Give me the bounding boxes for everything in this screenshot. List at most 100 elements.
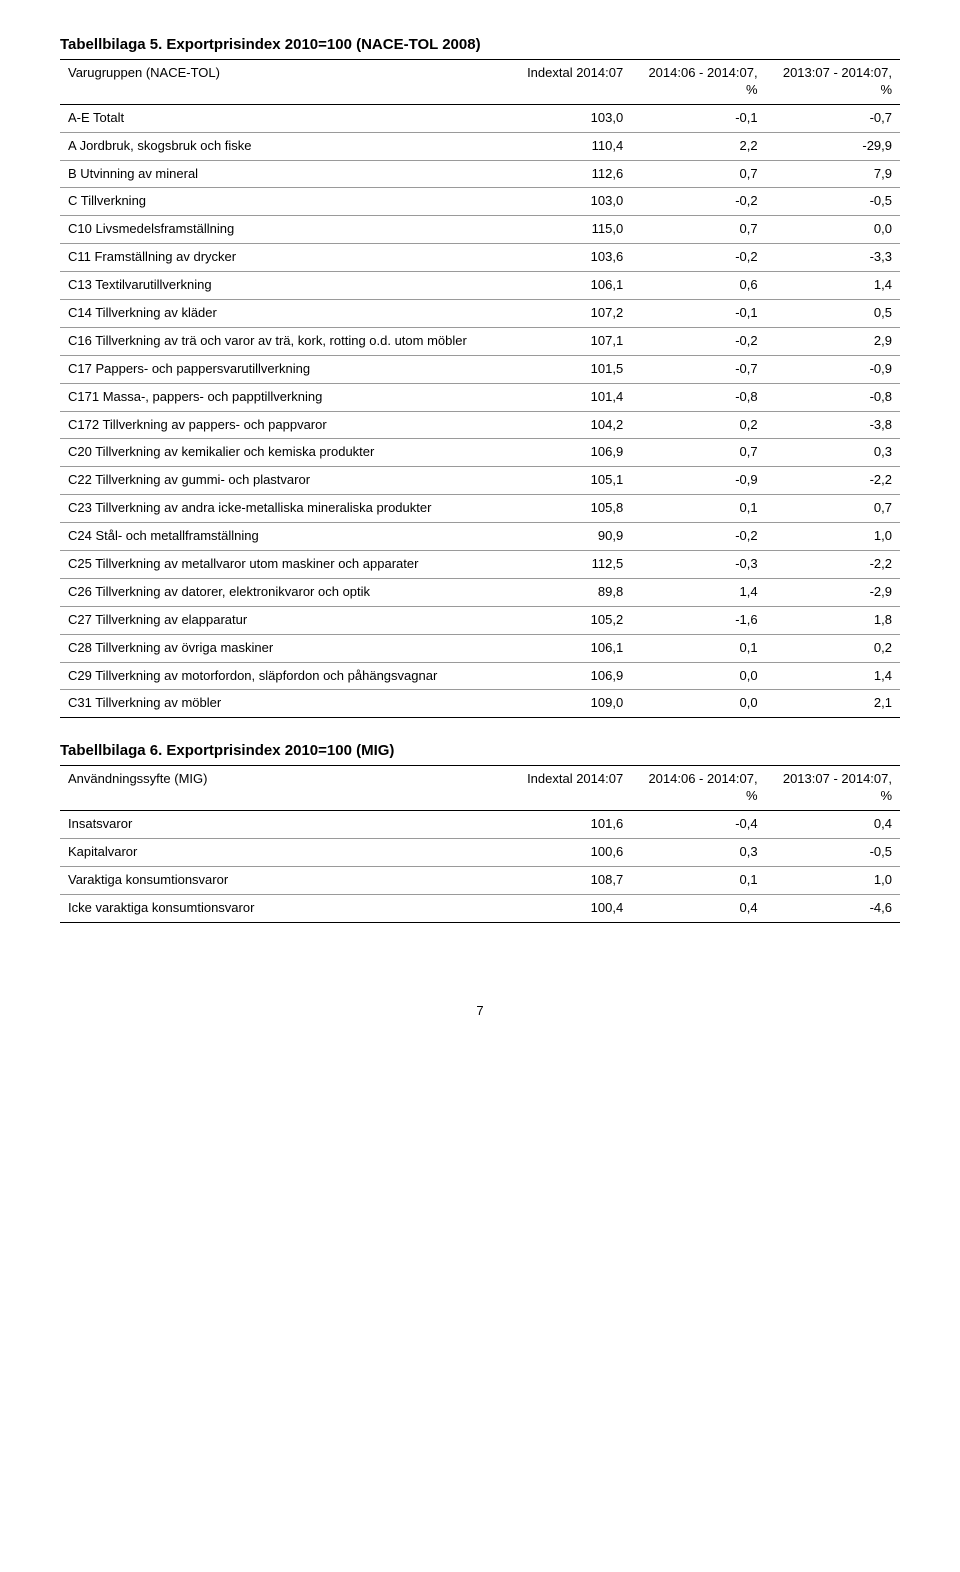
table5-cell: 106,1	[497, 272, 631, 300]
table5-col3: 2013:07 - 2014:07, %	[766, 60, 900, 105]
table5-row: A Jordbruk, skogsbruk och fiske110,42,2-…	[60, 132, 900, 160]
table5-row: C14 Tillverkning av kläder107,2-0,10,5	[60, 300, 900, 328]
table5-row: C171 Massa-, pappers- och papptillverkni…	[60, 383, 900, 411]
table5-cell: -0,9	[631, 467, 765, 495]
table5-cell: C26 Tillverkning av datorer, elektronikv…	[60, 578, 497, 606]
table6-cell: 1,0	[766, 866, 900, 894]
table5-cell: C16 Tillverkning av trä och varor av trä…	[60, 327, 497, 355]
table5-cell: C28 Tillverkning av övriga maskiner	[60, 634, 497, 662]
table5-cell: C17 Pappers- och pappersvarutillverkning	[60, 355, 497, 383]
table5-cell: 0,0	[766, 216, 900, 244]
table5-cell: 1,4	[766, 662, 900, 690]
table5-cell: 0,6	[631, 272, 765, 300]
table6-col1: Indextal 2014:07	[497, 766, 631, 811]
table5-cell: 105,2	[497, 606, 631, 634]
table5-cell: C Tillverkning	[60, 188, 497, 216]
table5-cell: 0,1	[631, 634, 765, 662]
table5: Varugruppen (NACE-TOL) Indextal 2014:07 …	[60, 59, 900, 718]
table6-cell: Icke varaktiga konsumtionsvaror	[60, 894, 497, 922]
table5-cell: 115,0	[497, 216, 631, 244]
table5-row: C31 Tillverkning av möbler109,00,02,1	[60, 690, 900, 718]
table5-cell: -2,2	[766, 551, 900, 579]
table6-cell: 0,4	[766, 811, 900, 839]
table5-row: C22 Tillverkning av gummi- och plastvaro…	[60, 467, 900, 495]
table5-cell: 106,9	[497, 439, 631, 467]
table5-row: C11 Framställning av drycker103,6-0,2-3,…	[60, 244, 900, 272]
table5-cell: 1,8	[766, 606, 900, 634]
table5-cell: 0,0	[631, 690, 765, 718]
table5-cell: -29,9	[766, 132, 900, 160]
table5-row: C27 Tillverkning av elapparatur105,2-1,6…	[60, 606, 900, 634]
table5-cell: A-E Totalt	[60, 104, 497, 132]
table6-row: Varaktiga konsumtionsvaror108,70,11,0	[60, 866, 900, 894]
table5-cell: 105,1	[497, 467, 631, 495]
table5-cell: 110,4	[497, 132, 631, 160]
table5-cell: C27 Tillverkning av elapparatur	[60, 606, 497, 634]
table5-row: A-E Totalt103,0-0,1-0,7	[60, 104, 900, 132]
table5-cell: 0,7	[631, 160, 765, 188]
table5-cell: C24 Stål- och metallframställning	[60, 523, 497, 551]
table6: Användningssyfte (MIG) Indextal 2014:07 …	[60, 765, 900, 922]
table5-cell: 89,8	[497, 578, 631, 606]
table5-cell: C20 Tillverkning av kemikalier och kemis…	[60, 439, 497, 467]
table6-cell: 108,7	[497, 866, 631, 894]
table5-row: C25 Tillverkning av metallvaror utom mas…	[60, 551, 900, 579]
table5-cell: -0,8	[631, 383, 765, 411]
table5-cell: -0,8	[766, 383, 900, 411]
table5-cell: C23 Tillverkning av andra icke-metallisk…	[60, 495, 497, 523]
table5-cell: 103,0	[497, 188, 631, 216]
table5-cell: 90,9	[497, 523, 631, 551]
table5-cell: 103,6	[497, 244, 631, 272]
table5-row: C172 Tillverkning av pappers- och pappva…	[60, 411, 900, 439]
table6-cell: Varaktiga konsumtionsvaror	[60, 866, 497, 894]
table5-cell: -1,6	[631, 606, 765, 634]
table5-row: C24 Stål- och metallframställning90,9-0,…	[60, 523, 900, 551]
table5-cell: 1,0	[766, 523, 900, 551]
table5-cell: C171 Massa-, pappers- och papptillverkni…	[60, 383, 497, 411]
table6-title: Tabellbilaga 6. Exportprisindex 2010=100…	[60, 742, 900, 759]
table5-cell: 107,2	[497, 300, 631, 328]
table5-cell: -0,1	[631, 104, 765, 132]
table5-col1: Indextal 2014:07	[497, 60, 631, 105]
table6-cell: 0,3	[631, 839, 765, 867]
table5-cell: 0,2	[766, 634, 900, 662]
table5-cell: 0,0	[631, 662, 765, 690]
table5-cell: -0,7	[631, 355, 765, 383]
table6-cell: 101,6	[497, 811, 631, 839]
table6-col2: 2014:06 - 2014:07, %	[631, 766, 765, 811]
table5-cell: 112,6	[497, 160, 631, 188]
table5-cell: C29 Tillverkning av motorfordon, släpfor…	[60, 662, 497, 690]
table5-row: C20 Tillverkning av kemikalier och kemis…	[60, 439, 900, 467]
table6-cell: Insatsvaror	[60, 811, 497, 839]
table5-cell: -0,2	[631, 523, 765, 551]
table5-cell: 0,3	[766, 439, 900, 467]
table6-cell: 0,1	[631, 866, 765, 894]
table5-cell: -0,7	[766, 104, 900, 132]
table5-cell: 2,2	[631, 132, 765, 160]
table5-cell: 2,1	[766, 690, 900, 718]
table5-cell: -3,3	[766, 244, 900, 272]
table5-cell: 101,5	[497, 355, 631, 383]
table6-cell: 100,6	[497, 839, 631, 867]
table5-row: C16 Tillverkning av trä och varor av trä…	[60, 327, 900, 355]
table6-col3: 2013:07 - 2014:07, %	[766, 766, 900, 811]
table5-cell: -0,2	[631, 327, 765, 355]
table5-cell: 0,7	[631, 439, 765, 467]
table6-col0: Användningssyfte (MIG)	[60, 766, 497, 811]
table5-row: C Tillverkning103,0-0,2-0,5	[60, 188, 900, 216]
table5-cell: 107,1	[497, 327, 631, 355]
table5-col0: Varugruppen (NACE-TOL)	[60, 60, 497, 105]
table5-cell: A Jordbruk, skogsbruk och fiske	[60, 132, 497, 160]
table5-cell: -0,3	[631, 551, 765, 579]
table5-cell: 2,9	[766, 327, 900, 355]
page-number: 7	[60, 1003, 900, 1018]
table5-cell: 105,8	[497, 495, 631, 523]
table5-cell: C31 Tillverkning av möbler	[60, 690, 497, 718]
table5-cell: C172 Tillverkning av pappers- och pappva…	[60, 411, 497, 439]
table5-row: B Utvinning av mineral112,60,77,9	[60, 160, 900, 188]
table5-cell: 103,0	[497, 104, 631, 132]
table5-cell: 7,9	[766, 160, 900, 188]
table5-cell: 0,2	[631, 411, 765, 439]
table5-cell: C13 Textilvarutillverkning	[60, 272, 497, 300]
table5-cell: 0,5	[766, 300, 900, 328]
